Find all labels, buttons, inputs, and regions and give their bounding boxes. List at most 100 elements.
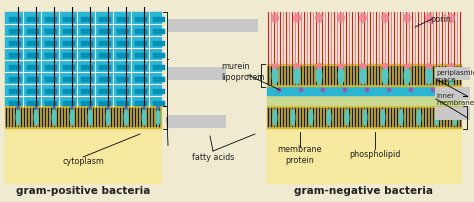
Bar	[168, 20, 226, 33]
Bar	[63, 66, 75, 71]
Bar	[409, 108, 410, 127]
Bar	[442, 67, 443, 86]
Bar	[427, 67, 428, 86]
Bar	[394, 67, 395, 86]
Bar	[382, 67, 383, 86]
Bar	[63, 101, 75, 106]
Bar	[45, 101, 57, 106]
Bar	[337, 108, 338, 127]
Bar	[328, 67, 329, 86]
Bar	[352, 67, 353, 86]
Ellipse shape	[425, 14, 433, 24]
Bar	[153, 54, 165, 59]
Bar	[301, 108, 302, 127]
Bar	[268, 108, 269, 127]
Circle shape	[409, 88, 413, 93]
Bar	[352, 108, 353, 127]
Bar	[120, 108, 121, 127]
Bar	[24, 108, 25, 127]
Bar	[331, 67, 332, 86]
Bar	[141, 108, 142, 127]
Bar	[313, 108, 314, 127]
Bar	[45, 54, 57, 59]
Bar	[117, 78, 129, 83]
Bar	[87, 108, 88, 127]
Bar	[42, 108, 43, 127]
Bar	[337, 67, 338, 86]
Bar	[135, 78, 147, 83]
Text: murein
lipoprotein: murein lipoprotein	[221, 62, 264, 82]
Bar	[343, 67, 344, 86]
Text: periplasmic
space: periplasmic space	[436, 70, 474, 83]
Bar	[12, 108, 13, 127]
Ellipse shape	[359, 66, 366, 86]
Bar	[27, 108, 28, 127]
Bar	[424, 108, 425, 127]
Bar	[445, 67, 446, 86]
Ellipse shape	[124, 109, 128, 126]
Ellipse shape	[106, 109, 110, 126]
Bar	[400, 67, 401, 86]
Bar	[430, 108, 431, 127]
Bar	[147, 108, 148, 127]
Bar	[63, 54, 75, 59]
Bar	[439, 67, 440, 86]
Bar	[394, 108, 395, 127]
Ellipse shape	[316, 64, 322, 70]
Bar	[304, 108, 305, 127]
Bar	[45, 30, 57, 35]
Bar	[361, 67, 362, 86]
Bar	[373, 108, 374, 127]
Bar	[316, 108, 317, 127]
Bar	[99, 18, 111, 23]
Bar	[433, 67, 434, 86]
Ellipse shape	[16, 109, 20, 126]
Bar	[391, 67, 392, 86]
Bar	[81, 42, 93, 47]
Bar	[367, 108, 368, 127]
Circle shape	[52, 106, 56, 110]
Bar	[153, 18, 165, 23]
Bar	[331, 108, 332, 127]
Bar	[30, 108, 31, 127]
Bar	[274, 67, 275, 86]
Bar	[36, 108, 37, 127]
Ellipse shape	[337, 64, 345, 70]
Ellipse shape	[88, 109, 92, 126]
Ellipse shape	[272, 66, 279, 86]
Ellipse shape	[363, 109, 367, 126]
Bar	[289, 67, 290, 86]
Ellipse shape	[309, 109, 313, 126]
Bar	[9, 54, 21, 59]
Bar	[153, 108, 154, 127]
Bar	[27, 66, 39, 71]
Ellipse shape	[382, 66, 389, 86]
Bar	[81, 18, 93, 23]
Bar	[63, 78, 75, 83]
Bar	[277, 108, 278, 127]
Bar	[114, 108, 115, 127]
Circle shape	[106, 106, 110, 110]
Bar	[316, 67, 317, 86]
Bar	[96, 108, 97, 127]
Bar	[27, 101, 39, 106]
Circle shape	[124, 106, 128, 110]
Bar	[286, 108, 287, 127]
Bar	[448, 108, 449, 127]
Bar	[126, 108, 127, 127]
Ellipse shape	[327, 109, 331, 126]
Bar	[99, 42, 111, 47]
Bar	[9, 66, 21, 71]
Bar	[39, 108, 40, 127]
Bar	[388, 108, 389, 127]
Bar	[168, 115, 226, 128]
Bar	[319, 67, 320, 86]
Bar	[267, 97, 462, 106]
Text: inner
membrane: inner membrane	[436, 93, 474, 106]
Bar	[45, 108, 46, 127]
Ellipse shape	[52, 109, 56, 126]
Ellipse shape	[382, 64, 389, 70]
Bar	[382, 108, 383, 127]
Bar	[135, 101, 147, 106]
Bar	[271, 108, 272, 127]
